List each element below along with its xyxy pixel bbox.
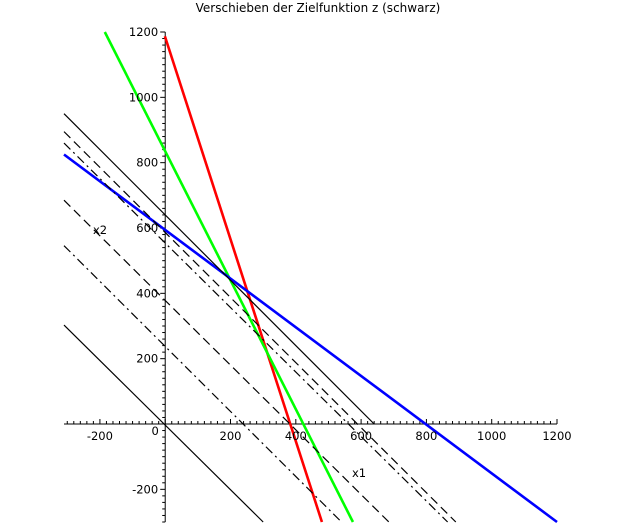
- y-axis-label: x2: [93, 223, 107, 237]
- constraint-line-3: [63, 153, 558, 524]
- x-tick-label: -200: [87, 429, 113, 443]
- x-tick-label: 1000: [477, 429, 506, 443]
- x-tick-label: 600: [350, 429, 372, 443]
- objective-line-2: [63, 245, 342, 523]
- axis-labels-group: -200 0 200 400 600 800 1000 1200 -200 200 400 600 80…: [87, 25, 572, 496]
- y-tick-label: 200: [136, 352, 158, 366]
- objective-line-5: [63, 131, 457, 523]
- y-tick-label: 1200: [129, 25, 158, 39]
- y-tick-label: 600: [136, 221, 158, 235]
- series-group: [63, 31, 558, 524]
- y-tick-label: 800: [136, 156, 158, 170]
- x-axis-label: x1: [352, 466, 366, 480]
- objective-line-3: [63, 199, 390, 523]
- objective-line-4: [63, 113, 375, 425]
- x-tick-label: 1200: [542, 429, 571, 443]
- x-tick-label: 400: [285, 429, 307, 443]
- axes: [64, 31, 558, 523]
- chart-title: Verschieben der Zielfunktion z (schwarz): [196, 1, 441, 15]
- y-tick-label: 1000: [129, 90, 158, 104]
- y-tick-label: -200: [132, 482, 158, 496]
- objective-line-1: [63, 324, 264, 523]
- x-tick-label: 0: [152, 424, 159, 438]
- x-tick-label: 200: [220, 429, 242, 443]
- objective-line-6: [63, 142, 449, 523]
- constraint-line-1: [163, 35, 324, 523]
- y-tick-label: 400: [136, 286, 158, 300]
- x-tick-label: 800: [415, 429, 437, 443]
